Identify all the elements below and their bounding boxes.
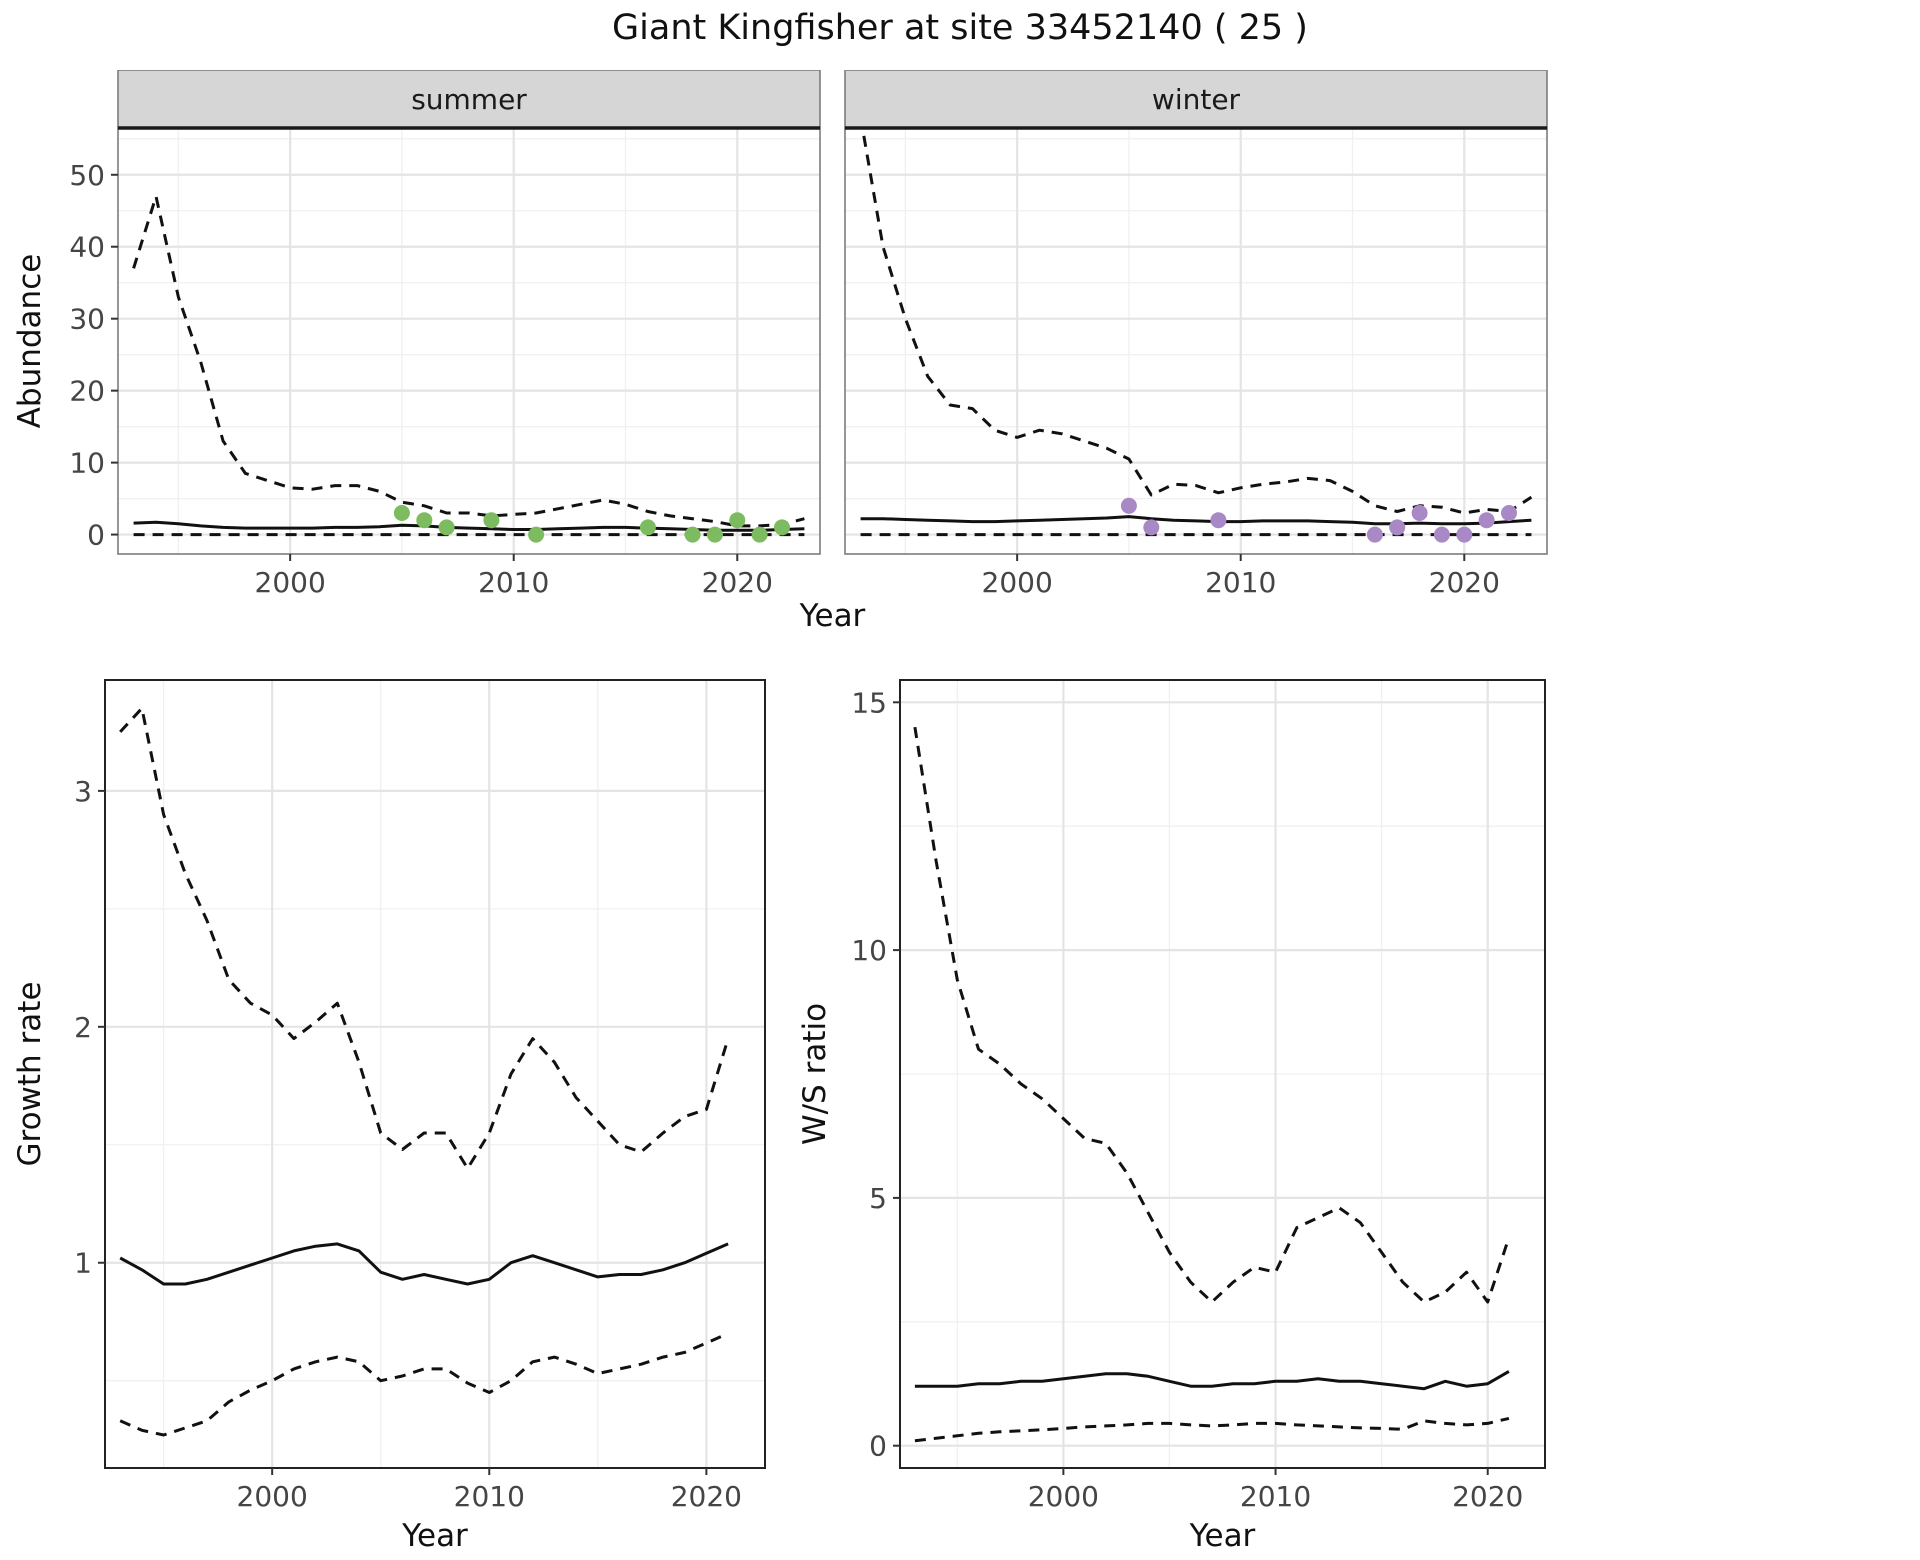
y-axis-title: Growth rate — [12, 981, 48, 1166]
abundance-summer-panel: summer 0 10 20 30 40 50 2000 2010 2020 Abundance — [10, 69, 822, 610]
abundance_summer-observed-point — [729, 512, 746, 529]
ws_ratio-median-line — [914, 1370, 1510, 1391]
abundance_summer-observed-point — [393, 505, 410, 521]
y-tick-label: 20 — [69, 375, 105, 408]
y-tick-label: 10 — [69, 447, 105, 480]
y-tick-label: 5 — [869, 1182, 887, 1215]
abundance_summer-observed-point — [684, 526, 701, 543]
growth-rate-panel: 1 2 3 2000 2010 2020 Growth rate Year — [10, 662, 775, 1560]
abundance_winter-observed-point — [1433, 526, 1450, 543]
abundance_winter-observed-point — [1411, 505, 1428, 521]
x-tick-label: 2020 — [1452, 1480, 1523, 1513]
y-axis-title: Abundance — [12, 254, 48, 429]
panel-border — [104, 679, 766, 1469]
y-tick-label: 2 — [74, 1011, 92, 1044]
facet-strip — [844, 69, 1548, 129]
x-tick-label: 2010 — [1205, 566, 1276, 599]
top-x-axis-label: Year — [799, 598, 866, 634]
ws_ratio-lower_ci-line — [914, 1416, 1510, 1443]
abundance_summer-observed-point — [483, 512, 500, 529]
x-tick-label: 2010 — [454, 1480, 525, 1513]
abundance_winter-observed-point — [1501, 505, 1517, 521]
panel-border — [899, 679, 1546, 1469]
chart-svg-abundance_winter: winter 2000 2010 2020 — [844, 69, 1548, 599]
x-tick-label: 2010 — [1240, 1480, 1311, 1513]
growth_rate-median-line — [119, 1242, 729, 1286]
abundance_summer-observed-point — [438, 519, 455, 536]
x-tick-label: 2020 — [671, 1480, 742, 1513]
y-tick-label: 15 — [851, 686, 887, 719]
y-tick-label: 30 — [69, 303, 105, 336]
abundance_summer-observed-point — [416, 512, 433, 529]
abundance_winter-observed-point — [1456, 526, 1473, 543]
x-tick-label: 2000 — [982, 566, 1053, 599]
y-tick-label: 0 — [869, 1430, 887, 1463]
chart-svg-ws_ratio: 0 5 10 15 2000 2010 2020 W/S ratio Year — [797, 679, 1546, 1554]
x-tick-label: 2000 — [255, 566, 326, 599]
chart-svg-growth_rate: 1 2 3 2000 2010 2020 Growth rate Year — [12, 679, 766, 1554]
ws-ratio-panel: 0 5 10 15 2000 2010 2020 W/S ratio Year — [795, 662, 1555, 1560]
y-tick-label: 3 — [74, 775, 92, 808]
chart-svg-abundance_summer: summer 0 10 20 30 40 50 2000 2010 2020 Abundance — [12, 69, 821, 599]
x-tick-label: 2010 — [478, 566, 549, 599]
abundance_summer-observed-point — [528, 526, 545, 543]
abundance_winter-median-line — [860, 515, 1532, 526]
abundance_summer-observed-point — [774, 519, 790, 536]
x-tick-label: 2000 — [237, 1480, 308, 1513]
abundance_summer-observed-point — [706, 526, 723, 543]
abundance_winter-observed-point — [1478, 512, 1495, 529]
panel-background — [105, 680, 765, 1468]
abundance_winter-observed-point — [1143, 519, 1160, 536]
growth_rate-lower_ci-line — [119, 1332, 729, 1437]
abundance_winter-observed-point — [1210, 512, 1227, 529]
y-tick-label: 1 — [74, 1247, 92, 1280]
abundance_winter-observed-point — [1366, 526, 1383, 543]
y-tick-label: 10 — [851, 934, 887, 967]
y-axis-title: W/S ratio — [797, 1003, 833, 1145]
y-tick-label: 50 — [69, 159, 105, 192]
abundance_winter-observed-point — [1389, 519, 1406, 536]
figure-title: Giant Kingfisher at site 33452140 ( 25 ) — [612, 8, 1308, 48]
abundance-winter-panel: winter 2000 2010 2020 — [843, 69, 1555, 610]
facet-strip-label: winter — [1152, 83, 1241, 116]
growth_rate-upper_ci-line — [119, 706, 730, 1170]
x-tick-label: 2020 — [1429, 566, 1500, 599]
facet-strip — [117, 69, 821, 129]
y-tick-label: 40 — [69, 231, 105, 264]
panel-background — [845, 128, 1547, 554]
x-axis-title: Year — [401, 1518, 468, 1554]
panel-background — [118, 128, 820, 554]
x-tick-label: 2000 — [1028, 1480, 1099, 1513]
abundance_summer-observed-point — [751, 526, 768, 543]
abundance_summer-observed-point — [639, 519, 656, 536]
abundance_winter-observed-point — [1120, 497, 1137, 514]
x-axis-title: Year — [1189, 1518, 1256, 1554]
y-tick-label: 0 — [87, 519, 105, 552]
facet-strip-label: summer — [411, 83, 527, 116]
x-tick-label: 2020 — [702, 566, 773, 599]
abundance_summer-upper_ci-line — [132, 194, 805, 528]
